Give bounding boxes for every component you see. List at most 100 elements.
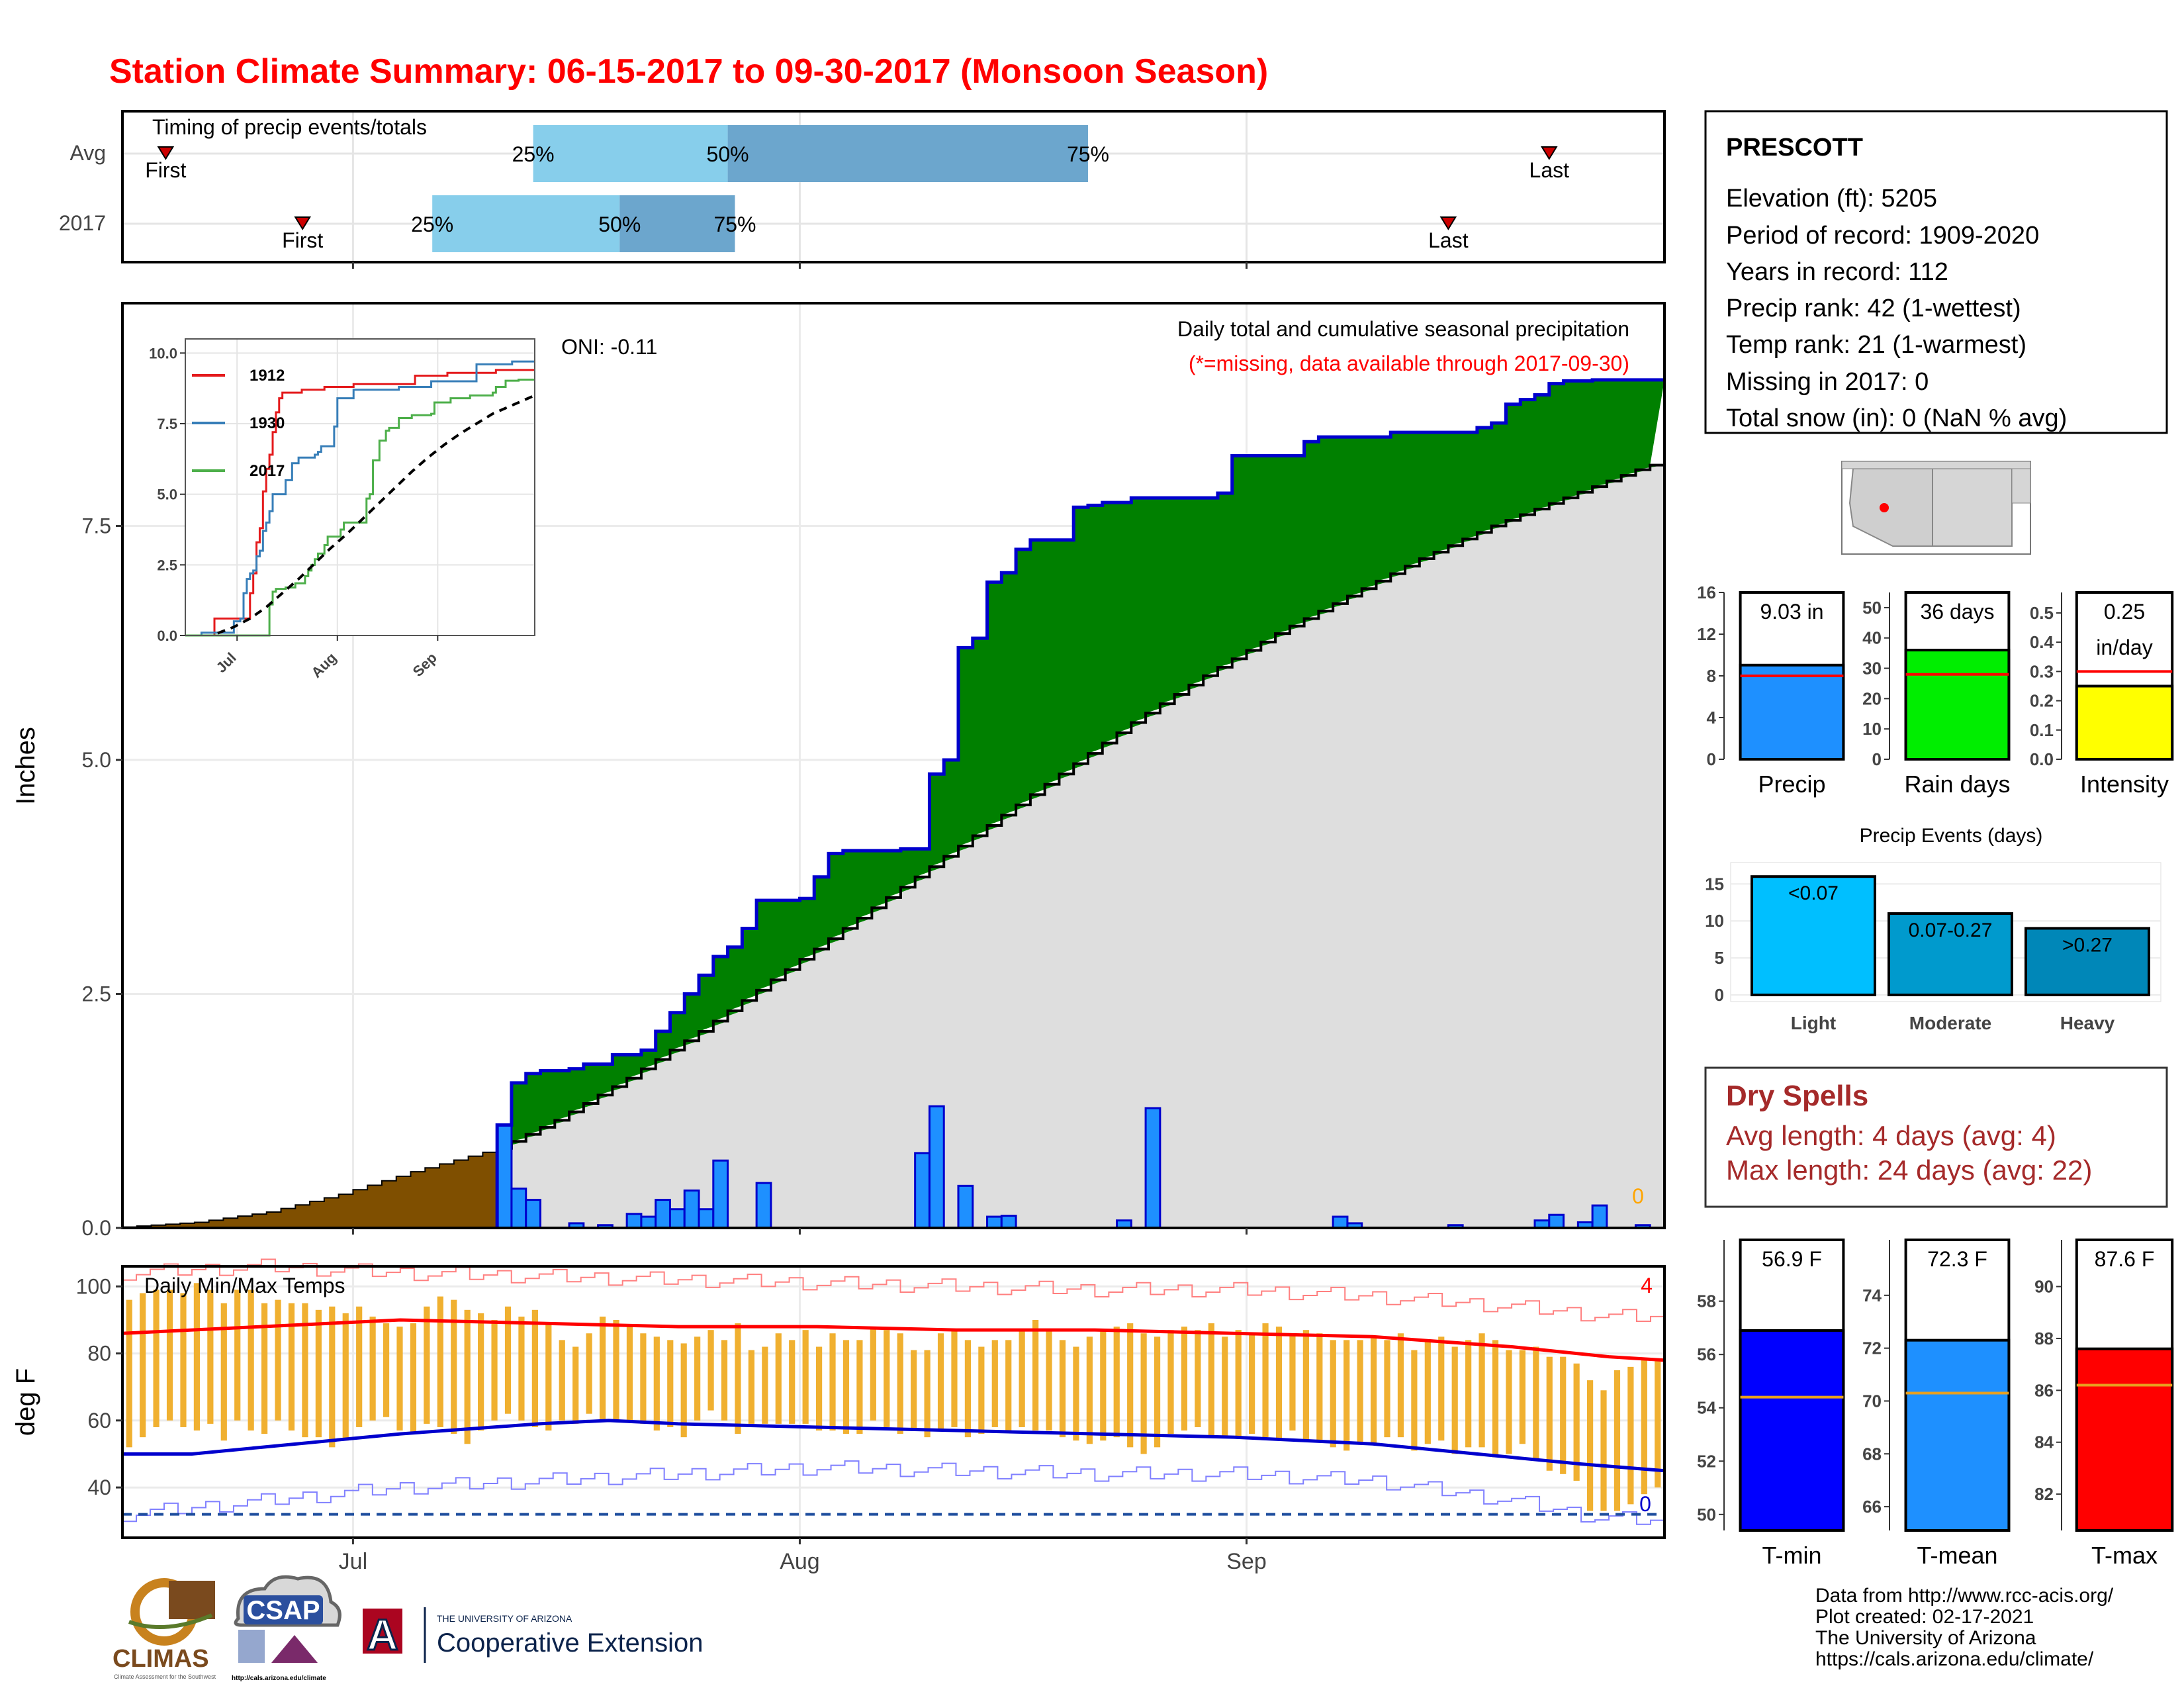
daily-temp-bar	[288, 1303, 295, 1431]
mini-y-tick-label: 84	[2034, 1432, 2054, 1452]
mini-y-tick-label: 0.4	[2030, 632, 2054, 652]
daily-precip-bar	[1144, 1107, 1161, 1229]
daily-precip-bar	[1548, 1213, 1565, 1229]
daily-temp-bar	[437, 1296, 443, 1427]
quartile-75-label: 75%	[713, 212, 756, 236]
month-label: Sep	[1226, 1549, 1267, 1574]
precip-y-tick-label: 5.0	[82, 748, 111, 772]
daily-temp-bar	[964, 1340, 972, 1438]
daily-temp-bar	[193, 1283, 201, 1431]
quartile-50-label: 50%	[707, 142, 749, 166]
events-bar	[1888, 912, 2013, 997]
avg-min-temp-line	[122, 1419, 1665, 1473]
inset-legend-label: 1912	[250, 367, 285, 385]
daily-temp-bar	[234, 1289, 241, 1421]
quartile-25-50-bar	[432, 195, 620, 252]
first-event-label: First	[282, 228, 323, 252]
inset-content	[185, 360, 535, 637]
footer-credits: Data from http://www.rcc-acis.org/ Plot …	[1815, 1585, 2114, 1670]
dry-spells-max: Max length: 24 days (avg: 22)	[1726, 1154, 2092, 1186]
new-mexico-shape	[1932, 468, 2013, 547]
last-event-label: Last	[1428, 228, 1469, 252]
daily-temp-bar	[762, 1346, 768, 1424]
inset-series-1912	[185, 369, 535, 637]
daily-temp-bar	[1451, 1346, 1458, 1454]
mini-bar-title: Intensity	[2080, 771, 2169, 798]
daily-precip-bar	[698, 1208, 715, 1229]
daily-precip-bar	[640, 1215, 657, 1229]
daily-temp-bar	[140, 1293, 146, 1438]
ua-a-letter: A	[367, 1610, 398, 1659]
quartile-50-75-bar	[619, 195, 735, 252]
daily-temp-bar	[153, 1289, 159, 1427]
daily-temp-bar	[911, 1350, 917, 1431]
daily-temp-bar	[220, 1303, 227, 1441]
daily-temp-bar	[1289, 1333, 1296, 1431]
month-axis: Jul Aug Sep	[339, 262, 1267, 1574]
footer-line-url: https://cals.arizona.edu/climate/	[1815, 1648, 2094, 1670]
timing-label: Timing of precip events/totals	[152, 115, 427, 139]
mini-y-tick-label: 50	[1862, 598, 1882, 618]
daily-precip-bar	[712, 1159, 729, 1229]
footer-line-created: Plot created: 02-17-2021	[1815, 1606, 2034, 1628]
station-line-temp-rank: Temp rank: 21 (1-warmest)	[1726, 331, 2026, 359]
daily-temp-bar	[383, 1323, 390, 1417]
daily-temp-bar	[1600, 1390, 1607, 1511]
station-box-frame	[1704, 110, 2168, 434]
station-marker	[1880, 503, 1889, 512]
last-event-marker	[1439, 216, 1457, 230]
mini-y-tick-label: 56	[1697, 1344, 1716, 1364]
mini-y-tick-label: 16	[1697, 583, 1716, 602]
mini-bar-value	[2075, 684, 2174, 761]
daily-temp-bar	[302, 1303, 308, 1438]
location-map	[1841, 461, 2031, 555]
record-max-line	[122, 1258, 1664, 1323]
temp-y-tick-label: 60	[87, 1409, 111, 1432]
dry-spells-avg: Avg length: 4 days (avg: 4)	[1726, 1120, 2056, 1151]
temp-panel-bg	[122, 1266, 1664, 1538]
mini-y-tick-label: 0.3	[2030, 661, 2054, 681]
climas-logo-block	[169, 1581, 215, 1619]
ua-a-block	[363, 1609, 402, 1654]
events-category-label: Light	[1791, 1013, 1836, 1033]
mini-y-tick-label: 0	[1872, 749, 1882, 769]
inset-y-tick-label: 7.5	[157, 416, 177, 432]
daily-precip-bar	[525, 1199, 541, 1229]
daily-temp-bar	[329, 1306, 336, 1448]
daily-temp-bar	[126, 1299, 132, 1448]
ua-line2: Cooperative Extension	[437, 1628, 703, 1658]
precip-ylabel: Inches	[11, 727, 40, 805]
mini-bar-value	[1739, 1329, 1845, 1532]
timing-content: 25% 50% 75% First Last 25% 50% 75% First Last	[145, 125, 1569, 252]
precip-y-tick-label: 2.5	[82, 982, 111, 1006]
events-bar-label: >0.27	[2062, 934, 2113, 956]
daily-temp-bar	[748, 1350, 754, 1424]
daily-temp-bar	[572, 1346, 579, 1424]
precip-caption-line2: (*=missing, data available through 2017-…	[1189, 352, 1629, 375]
station-line-elevation: Elevation (ft): 5205	[1726, 185, 1937, 212]
daily-temp-bar	[653, 1336, 660, 1431]
month-label: Aug	[780, 1549, 820, 1574]
inset-frame	[185, 338, 535, 636]
daily-temp-bar	[315, 1309, 322, 1438]
mini-bar-title: Precip	[1758, 771, 1825, 798]
daily-temp-bar	[180, 1293, 187, 1427]
timing-row-2017: 2017	[59, 211, 106, 235]
precip-caption-line1: Daily total and cumulative seasonal prec…	[1177, 317, 1629, 341]
inset-y-tick-label: 5.0	[157, 487, 177, 503]
daily-temp-bar	[504, 1306, 512, 1414]
daily-temp-bar	[842, 1340, 850, 1434]
daily-temp-bar	[1411, 1350, 1418, 1451]
daily-temp-bar	[261, 1303, 268, 1434]
mini-temp-charts: 50 52 54 56 58 56.9 F T-min 66 68 70 72 74 72.3 F T-m…	[1697, 1239, 2174, 1569]
mini-y-tick-label: 74	[1862, 1286, 1882, 1305]
daily-temp-bar	[667, 1340, 674, 1427]
inset-series-2017	[185, 378, 535, 637]
dry-spells-box: Dry Spells Avg length: 4 days (avg: 4) M…	[1704, 1066, 2168, 1208]
events-category-label: Moderate	[1909, 1013, 1991, 1033]
normal-cumulative-area	[497, 465, 1664, 1228]
daily-temp-bar	[978, 1346, 985, 1434]
temp-panel: 40 60 80 100 Daily Min/Max Temps 4 0 deg F	[11, 1258, 1666, 1539]
daily-temp-bar	[1586, 1380, 1594, 1511]
daily-temp-bar	[248, 1289, 254, 1431]
